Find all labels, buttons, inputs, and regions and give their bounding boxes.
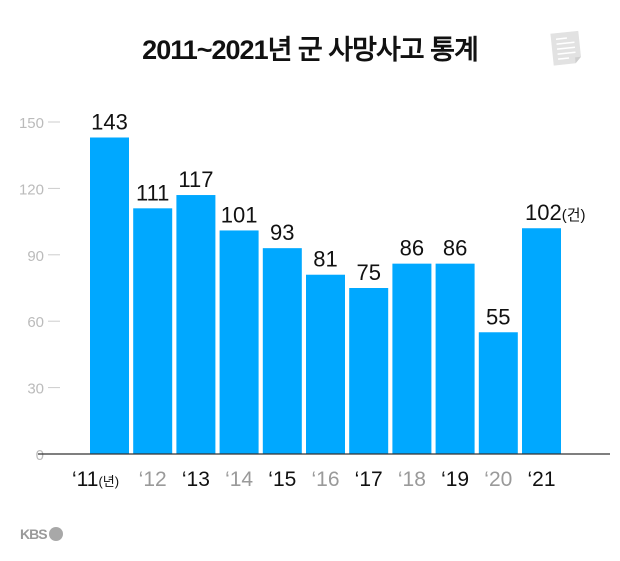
x-tick-label: ‘16 [311, 468, 339, 491]
value-label: 117 [178, 167, 213, 192]
x-tick-label: ‘18 [398, 468, 426, 491]
bar [133, 208, 173, 454]
value-label: 55 [486, 304, 510, 329]
x-tick-label: ‘21 [527, 468, 555, 491]
x-tick-label: ‘12 [139, 468, 167, 491]
bar [176, 195, 216, 455]
document-icon [550, 30, 581, 66]
x-tick-label: ‘20 [484, 468, 512, 491]
x-tick-label: ‘13 [182, 468, 210, 491]
value-label: 86 [400, 236, 424, 261]
y-tick-label: 90 [27, 248, 44, 265]
x-tick-label: ‘15 [268, 468, 296, 491]
value-label: 75 [356, 260, 380, 285]
bar [435, 263, 475, 454]
kbs-logo: KBS [20, 526, 63, 542]
bar [392, 263, 432, 454]
y-tick-label: 60 [27, 314, 44, 331]
y-tick-label: 0 [36, 447, 44, 464]
x-tick-label: ‘19 [441, 468, 469, 491]
y-tick-label: 120 [19, 181, 44, 198]
y-tick-label: 30 [27, 381, 44, 398]
x-tick-label: ‘17 [355, 468, 383, 491]
value-label: 143 [91, 109, 128, 134]
value-label: 111 [136, 180, 169, 205]
value-label: 81 [313, 247, 337, 272]
value-label: 101 [221, 202, 258, 227]
bar [219, 230, 259, 454]
value-label: 102(건) [525, 200, 586, 225]
x-tick-label: ‘11(년) [72, 468, 119, 491]
value-label: 86 [443, 236, 467, 261]
y-tick-label: 150 [19, 115, 44, 132]
x-tick-label: ‘14 [225, 468, 253, 491]
logo-text: KBS [20, 526, 48, 542]
bar [478, 332, 518, 454]
value-label: 93 [270, 220, 294, 245]
bar [306, 274, 345, 454]
bar [90, 137, 129, 454]
logo-mark-icon [48, 527, 63, 541]
bar [349, 288, 389, 454]
chart-title: 2011~2021년 군 사망사고 통계 [142, 35, 479, 65]
bar [522, 228, 561, 454]
bar [262, 248, 302, 454]
